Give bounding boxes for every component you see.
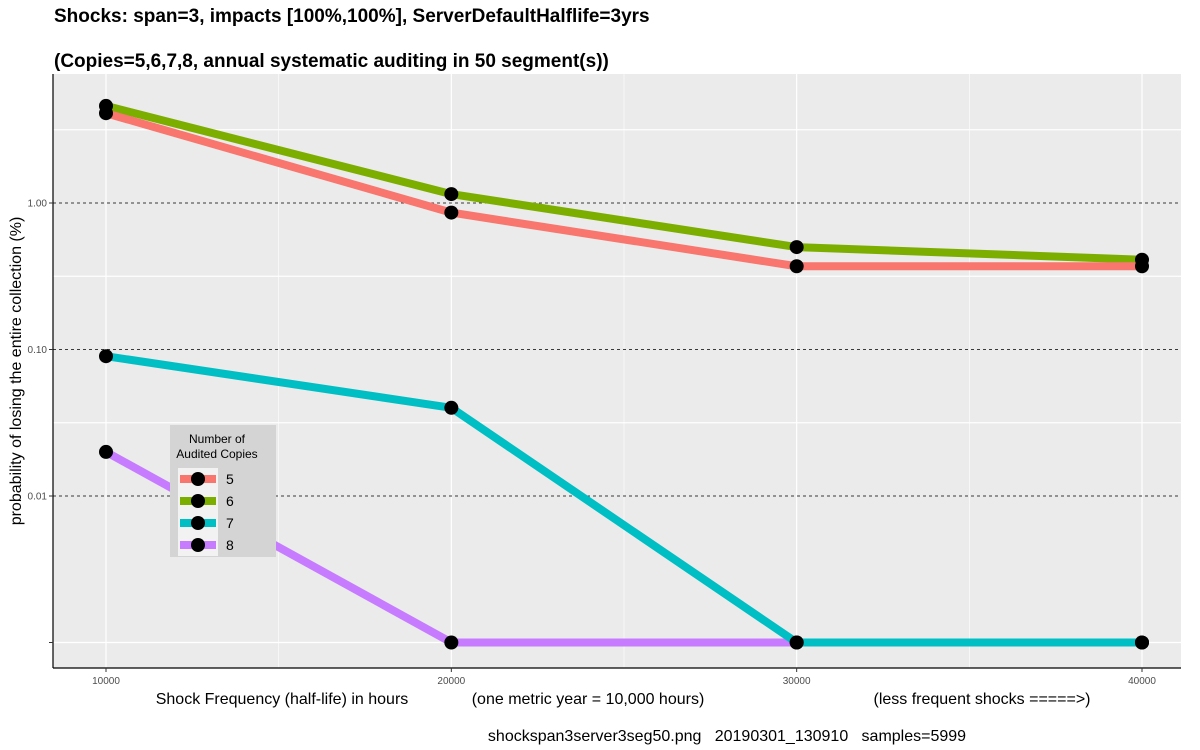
data-point-8 xyxy=(444,635,459,650)
series-line-5 xyxy=(104,109,1142,271)
legend-label: 6 xyxy=(226,493,234,509)
y-tick-label: 0.01 xyxy=(28,492,48,503)
x-axis-label-part-3: (less frequent shocks =====>) xyxy=(873,691,1090,708)
data-point-7 xyxy=(444,400,459,415)
series-line-6 xyxy=(105,102,1143,264)
data-point-8 xyxy=(99,444,113,459)
data-point-6 xyxy=(1135,252,1149,267)
legend-key-point xyxy=(191,472,205,486)
data-point-6 xyxy=(789,240,804,255)
data-point-7 xyxy=(99,349,113,364)
chart-title: Shocks: span=3, impacts [100%,100%], Ser… xyxy=(54,6,650,27)
chart-subtitle: (Copies=5,6,7,8, annual systematic audit… xyxy=(54,51,609,72)
legend-title-line-1: Number of xyxy=(189,432,246,446)
x-axis-label-part-2: (one metric year = 10,000 hours) xyxy=(472,691,705,708)
legend-title-line-2: Audited Copies xyxy=(176,447,257,461)
legend-key-point xyxy=(191,516,205,530)
y-axis-label: probability of losing the entire collect… xyxy=(8,217,25,526)
x-axis-label-part-1: Shock Frequency (half-life) in hours xyxy=(156,691,409,708)
data-point-5 xyxy=(444,205,459,220)
data-point-6 xyxy=(444,187,459,202)
data-point-8 xyxy=(789,635,804,650)
footer-caption: shockspan3server3seg50.png 20190301_1309… xyxy=(488,728,966,745)
legend-label: 7 xyxy=(226,515,234,531)
x-tick-label: 10000 xyxy=(92,676,120,687)
plot-panel xyxy=(53,74,1181,668)
y-tick-label: 1.00 xyxy=(28,199,48,210)
legend-key-point xyxy=(191,538,205,552)
legend-label: 5 xyxy=(226,471,234,487)
x-tick-label: 20000 xyxy=(437,676,465,687)
legend-key-point xyxy=(191,494,205,508)
x-tick-label: 40000 xyxy=(1128,676,1156,687)
data-point-5 xyxy=(789,259,804,274)
x-tick-label: 30000 xyxy=(783,676,811,687)
data-point-8 xyxy=(1135,635,1149,650)
series-line-7 xyxy=(105,352,1142,647)
legend-label: 8 xyxy=(226,537,234,553)
y-tick-label: 0.10 xyxy=(28,345,48,356)
data-point-6 xyxy=(99,98,113,113)
